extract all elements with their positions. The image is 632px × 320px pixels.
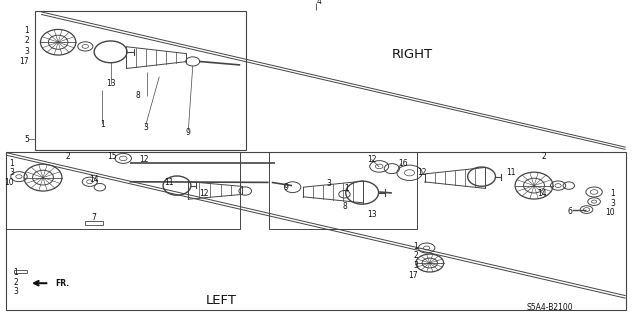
Text: 2: 2 (541, 152, 546, 161)
Text: 9: 9 (283, 183, 288, 192)
Text: 1: 1 (9, 159, 14, 168)
Text: S5A4-B2100: S5A4-B2100 (526, 303, 573, 312)
Text: 3: 3 (24, 47, 29, 56)
Text: 10: 10 (4, 178, 14, 187)
Text: 11: 11 (506, 168, 516, 177)
Text: 2: 2 (24, 36, 29, 45)
Text: 1: 1 (611, 189, 616, 198)
Text: 6: 6 (568, 207, 573, 216)
Text: 2: 2 (413, 252, 418, 260)
Text: 3: 3 (9, 168, 14, 177)
Text: 17: 17 (408, 271, 418, 280)
Text: FR.: FR. (56, 279, 70, 288)
Text: 14: 14 (537, 189, 547, 198)
Text: 1: 1 (24, 26, 29, 35)
Text: 12: 12 (139, 156, 149, 164)
Text: 3: 3 (13, 287, 18, 296)
Bar (6, 152, 626, 310)
Text: 10: 10 (605, 208, 615, 217)
Text: 9: 9 (186, 128, 191, 137)
Text: 2: 2 (13, 278, 18, 287)
Text: 3: 3 (326, 180, 331, 188)
Text: 8: 8 (342, 202, 347, 211)
Text: 16: 16 (398, 159, 408, 168)
Text: 2: 2 (66, 152, 71, 161)
Text: 14: 14 (88, 175, 99, 184)
Text: 1: 1 (13, 268, 18, 277)
Text: LEFT: LEFT (206, 294, 236, 307)
Text: 11: 11 (164, 178, 174, 187)
Bar (35, 11, 246, 150)
Text: 17: 17 (19, 57, 29, 66)
Text: 3: 3 (413, 261, 418, 270)
Text: 12: 12 (367, 156, 377, 164)
Text: RIGHT: RIGHT (392, 48, 433, 61)
Text: 3: 3 (611, 199, 616, 208)
Text: 1: 1 (413, 242, 418, 251)
Text: 4: 4 (317, 0, 322, 6)
Bar (269, 152, 417, 229)
Text: 8: 8 (135, 92, 140, 100)
Text: 13: 13 (367, 210, 377, 219)
Text: 7: 7 (91, 213, 96, 222)
Text: 12: 12 (198, 189, 209, 198)
Bar (6, 152, 240, 229)
Text: 1: 1 (344, 184, 349, 193)
Text: 5: 5 (24, 135, 29, 144)
Text: 13: 13 (106, 79, 116, 88)
Text: 1: 1 (100, 120, 105, 129)
Text: 15: 15 (107, 152, 118, 161)
Text: 3: 3 (143, 124, 148, 132)
Text: 12: 12 (417, 168, 427, 177)
